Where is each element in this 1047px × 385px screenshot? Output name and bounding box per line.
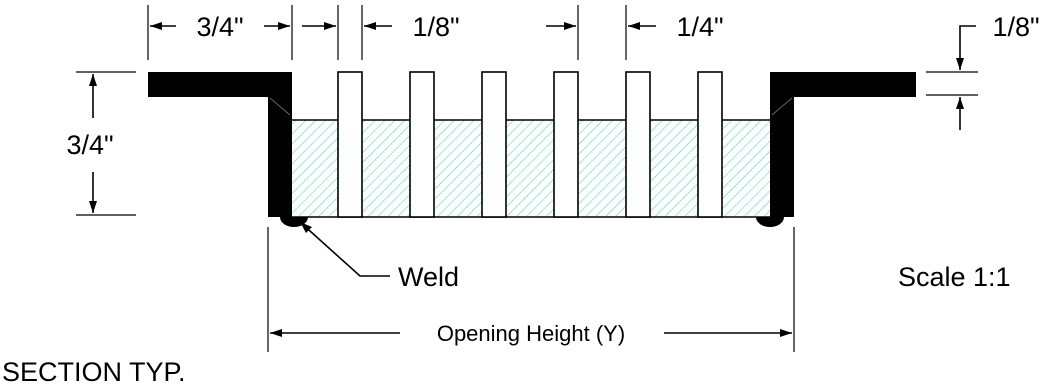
dim-opening-height: Opening Height (Y) [267, 227, 795, 352]
dim-thickness-text: 1/8" [992, 12, 1039, 42]
dim-spacing-text: 1/4" [676, 12, 723, 42]
frame-right [770, 72, 916, 217]
weld-beads [280, 217, 784, 227]
dim-thickness: 1/8" [926, 12, 1040, 130]
dim-depth-text: 3/4" [66, 130, 113, 160]
section-label: SECTION TYP. [2, 357, 186, 385]
weld-label: Weld [398, 262, 459, 292]
hatched-fill [292, 120, 770, 217]
dim-flange-width-text: 3/4" [196, 12, 243, 42]
opening-height-label: Opening Height (Y) [437, 321, 625, 346]
dim-spacing: 1/4" [546, 5, 724, 60]
frame-left [148, 72, 292, 217]
dim-depth: 3/4" [66, 71, 136, 216]
scale-note: Scale 1:1 [898, 262, 1011, 292]
dim-flange-width: 3/4" [147, 5, 293, 60]
fins [337, 71, 723, 218]
dim-slot-width-text: 1/8" [412, 12, 459, 42]
weld-leader: Weld [299, 221, 459, 292]
dim-slot-width: 1/8" [302, 5, 460, 60]
